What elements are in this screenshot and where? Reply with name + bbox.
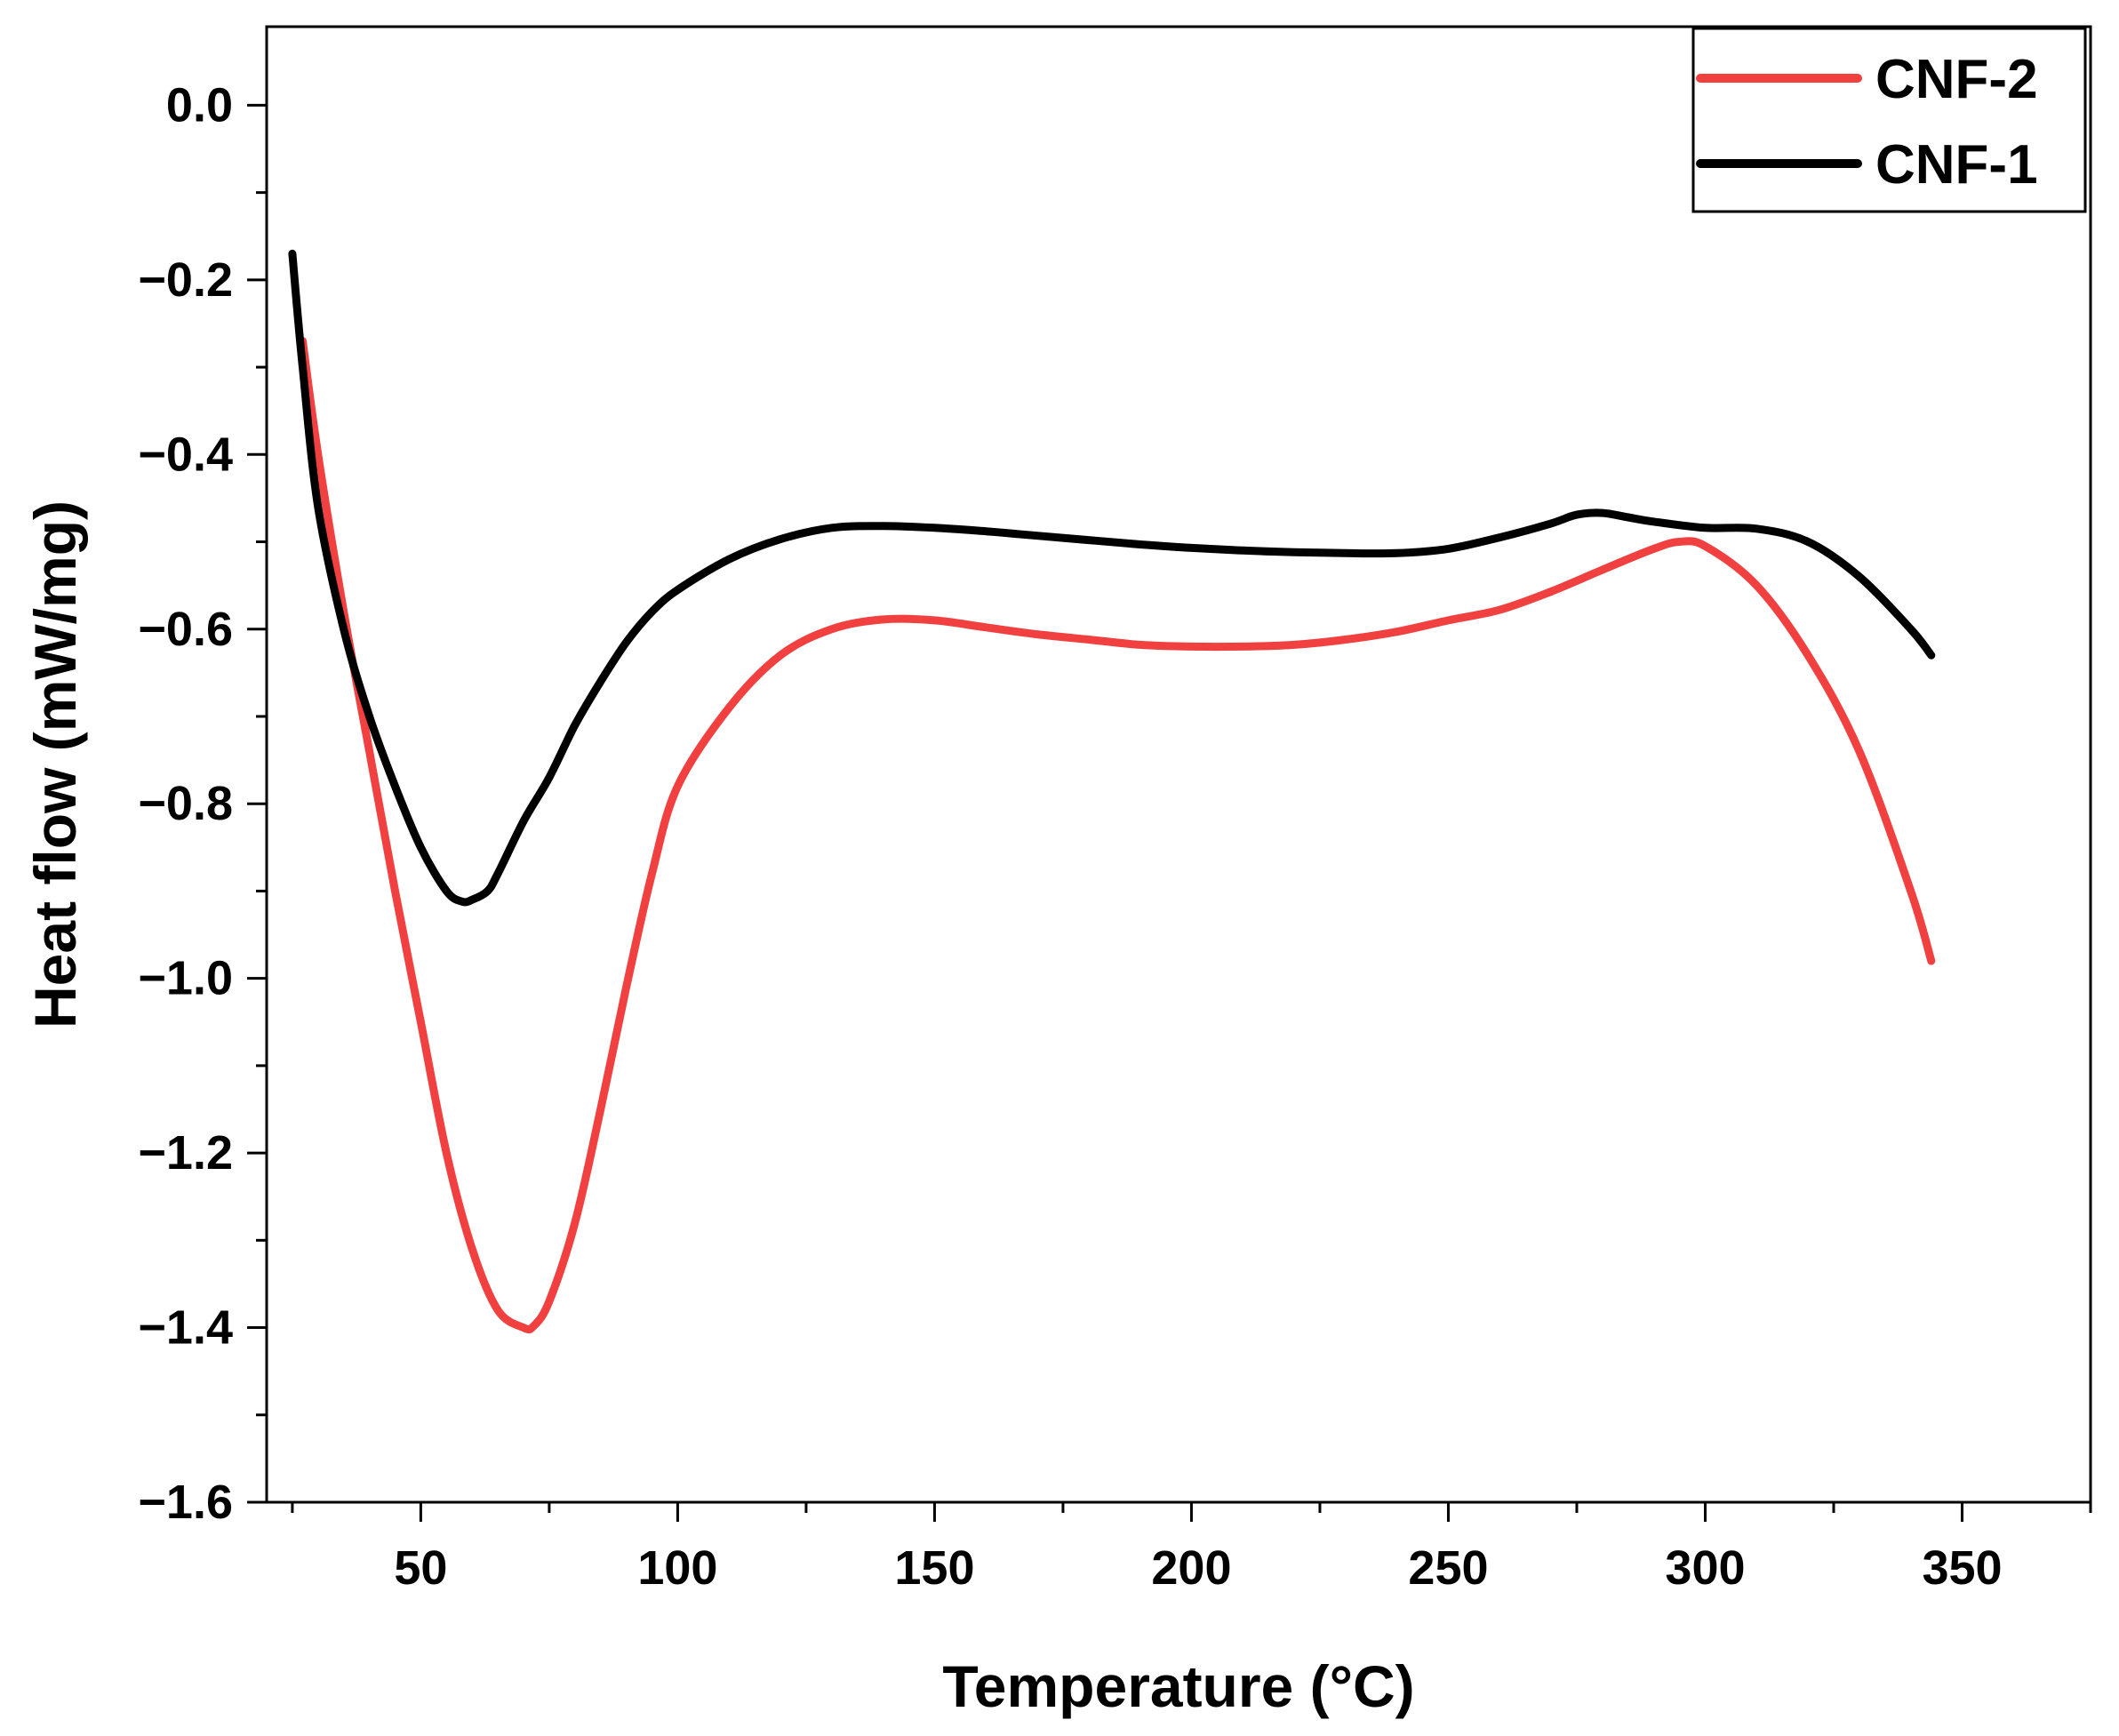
x-tick-label: 300 [1665, 1541, 1745, 1595]
x-tick-label: 100 [637, 1541, 717, 1595]
x-tick-label: 250 [1408, 1541, 1488, 1595]
x-tick-label: 150 [894, 1541, 974, 1595]
y-tick-label: −0.2 [138, 253, 233, 307]
series-line-cnf-1 [288, 249, 1936, 907]
y-axis-ticks: 0.0 −0.2 −0.4 −0.6 −0.8 −1.0 −1.2 −1.4 −1.6 [138, 78, 267, 1529]
series-layer [288, 249, 1936, 1334]
y-tick-label: 0.0 [166, 78, 233, 132]
y-tick-label: −0.6 [138, 603, 233, 656]
x-tick-label: 350 [1922, 1541, 2002, 1595]
plot-area: 50 100 150 200 250 300 350 0.0 −0.2 −0.4 −0.6 −0.8… [138, 25, 2092, 1595]
legend-box [1691, 27, 2087, 213]
x-axis-title: Temperature (°C) [942, 1653, 1414, 1719]
y-axis-title: Heat flow (mW/mg) [22, 500, 88, 1028]
plot-frame [265, 25, 2092, 1504]
legend-label-cnf-1: CNF-1 [1875, 134, 2038, 196]
x-tick-label: 200 [1151, 1541, 1231, 1595]
y-tick-label: −1.6 [138, 1476, 233, 1529]
y-tick-label: −1.2 [138, 1126, 233, 1180]
y-tick-label: −1.0 [138, 952, 233, 1005]
series-line-cnf-2 [299, 337, 1936, 1334]
legend-label-cnf-2: CNF-2 [1875, 49, 2038, 110]
y-tick-label: −0.4 [138, 428, 233, 481]
legend: CNF-2 CNF-1 [1691, 27, 2087, 213]
y-tick-label: −0.8 [138, 777, 233, 830]
x-tick-label: 50 [394, 1541, 447, 1595]
y-tick-label: −1.4 [138, 1301, 233, 1355]
x-axis-ticks: 50 100 150 200 250 300 350 [291, 1502, 2092, 1595]
